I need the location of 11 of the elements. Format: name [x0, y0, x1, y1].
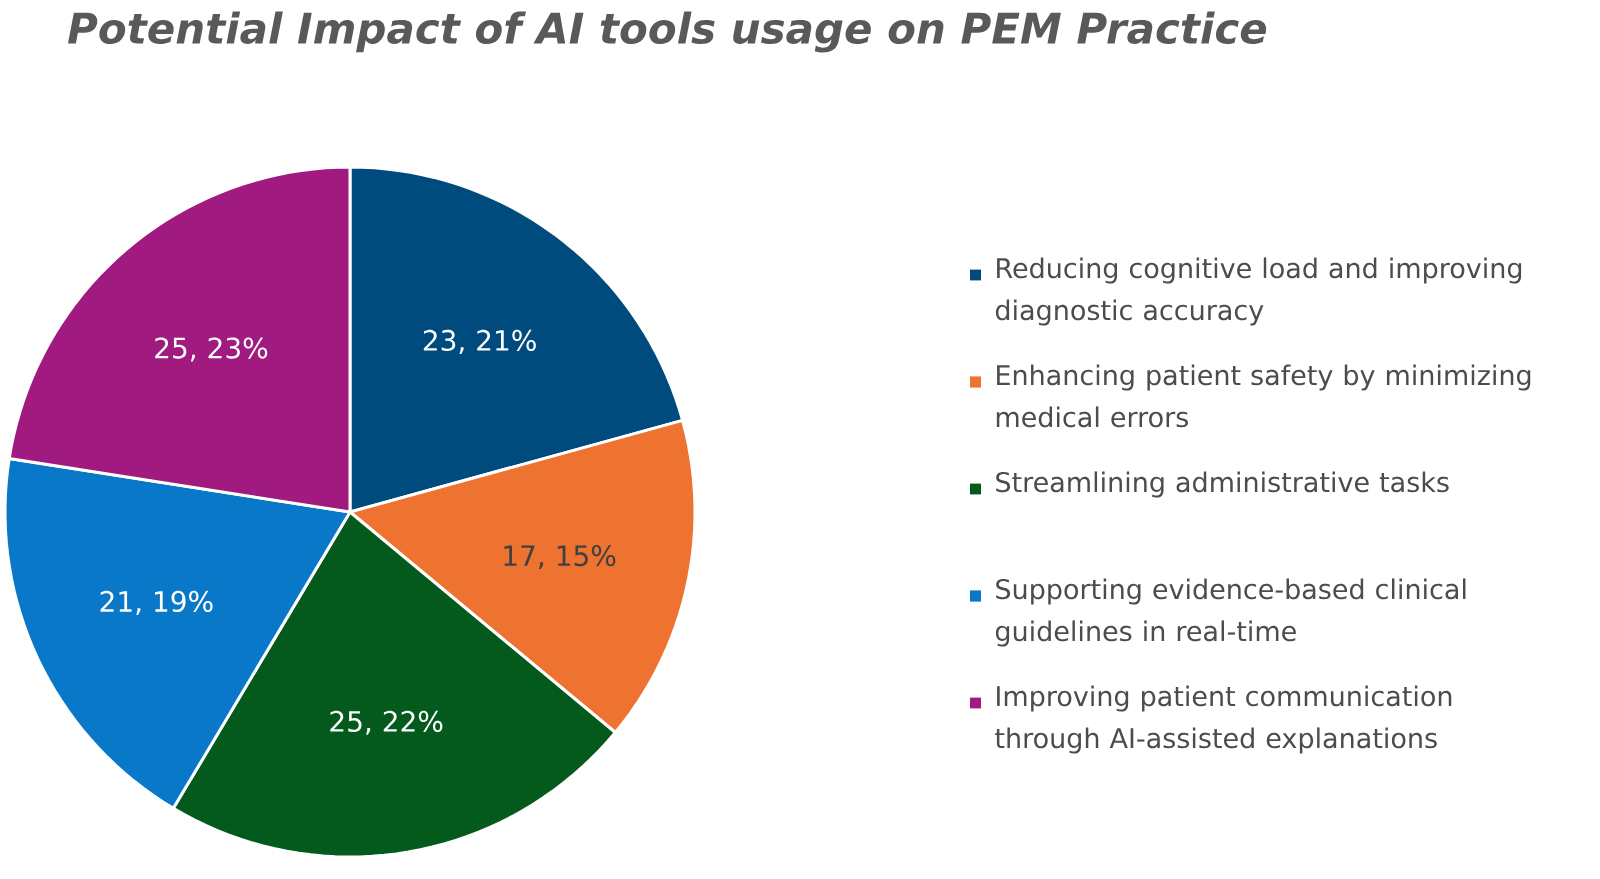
- data-label: 25, 23%: [155, 337, 268, 362]
- data-label: 17, 15%: [504, 545, 616, 570]
- data-label: 21, 19%: [100, 590, 213, 615]
- data-label: 25, 22%: [330, 710, 443, 735]
- legend-label: Supporting evidence-based clinical guidelines in real-time: [995, 578, 1466, 647]
- legend-label: Reducing cognitive load and improving diagnostic accuracy: [995, 257, 1522, 326]
- data-label: 23, 21%: [423, 329, 536, 354]
- legend-label: Streamlining administrative tasks: [996, 471, 1449, 498]
- chart-title: Potential Impact of AI tools usage on PEM Practice: [67, 11, 1267, 53]
- legend-label: Enhancing patient safety by minimizing medical errors: [996, 364, 1531, 428]
- legend-label: Improving patient communication through AI-assisted explanations: [995, 685, 1452, 754]
